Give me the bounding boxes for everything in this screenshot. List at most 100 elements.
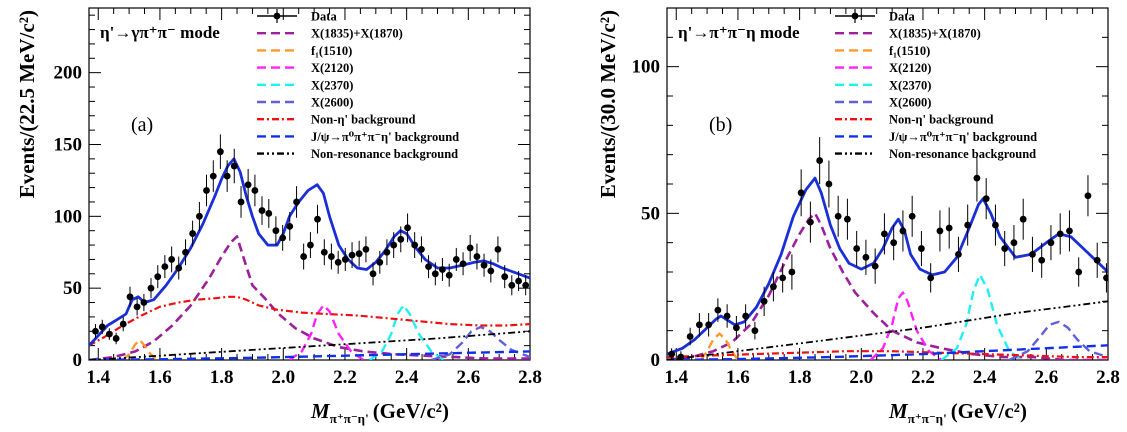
data-point	[723, 312, 731, 320]
x-tick-label: 2.4	[395, 367, 419, 388]
data-point	[668, 350, 676, 358]
data-point	[501, 273, 509, 281]
x-tick-label: 2.4	[973, 367, 997, 388]
legend-swatch-marker	[851, 12, 859, 20]
data-point	[112, 335, 120, 342]
data-point	[714, 306, 722, 314]
x-tick-label: 2.0	[849, 367, 873, 388]
data-point	[1066, 227, 1073, 235]
data-point	[223, 172, 231, 180]
data-point	[973, 174, 981, 182]
data-point	[418, 245, 425, 253]
panel-a: 1.4 1.6 1.8 2.0 2.2 2.4 2.6 2.8 0 50 100 150 200 Mπ⁺π…	[15, 7, 542, 426]
data-point	[404, 224, 411, 232]
legend-label: X(2120)	[889, 61, 931, 75]
legend-label: Non-resonance background	[311, 147, 458, 161]
legend-label: X(2600)	[311, 96, 353, 110]
component-curve	[667, 300, 1108, 360]
panel-label: (b)	[709, 114, 732, 136]
legend-entry: X(2600)	[257, 96, 353, 110]
legend-entry: Non-η' background	[257, 113, 416, 127]
data-point	[825, 180, 833, 188]
data-point	[383, 248, 391, 256]
x-axis-title-unit: (GeV/c²)	[373, 399, 449, 423]
data-point	[133, 303, 141, 311]
data-point	[439, 266, 446, 273]
data-point	[209, 172, 217, 180]
data-point	[508, 281, 516, 289]
data-point	[320, 248, 328, 256]
legend-entry: Data	[835, 9, 915, 24]
x-tick-label: 2.6	[1034, 367, 1058, 388]
legend-swatch-marker	[273, 12, 281, 20]
data-point	[1056, 230, 1064, 238]
legend-label: X(2120)	[311, 61, 353, 75]
y-tick-label: 100	[632, 57, 661, 78]
component-curve	[89, 330, 530, 360]
x-tick-label: 2.2	[333, 367, 357, 388]
data-point	[168, 256, 176, 263]
data-point	[769, 283, 777, 291]
y-tick-label: 0	[73, 350, 83, 371]
legend-entry: X(2370)	[257, 78, 353, 92]
x-tick-label: 1.6	[148, 367, 172, 388]
component-curve	[869, 291, 943, 360]
data-point	[834, 212, 842, 220]
data-point	[473, 253, 481, 260]
data-point	[251, 187, 259, 194]
data-point	[189, 230, 197, 237]
data-point	[751, 327, 759, 335]
data-point	[147, 284, 155, 292]
component-curve	[368, 304, 445, 360]
y-tick-label: 0	[651, 350, 661, 371]
data-point	[732, 324, 740, 332]
x-axis-title-sub: π⁺π⁻η'	[330, 411, 369, 426]
y-tick-label: 100	[54, 206, 83, 227]
x-axis-title-main: M	[888, 399, 909, 423]
legend-entry: J/ψ→π⁰π⁺π⁻η' background	[835, 130, 1037, 144]
legend-label: Non-η' background	[889, 113, 994, 127]
data-point	[515, 277, 522, 285]
data-point	[480, 261, 488, 269]
total-fit-curve	[89, 157, 530, 347]
data-point	[1084, 192, 1092, 200]
component-curve	[89, 350, 530, 360]
x-axis-title: Mπ⁺π⁻η' (GeV/c²)	[310, 399, 449, 426]
data-point	[397, 235, 405, 243]
data-point	[1029, 251, 1036, 258]
data-point	[779, 274, 787, 282]
mode-label: η'→γπ⁺π⁻ mode	[100, 23, 220, 42]
component-curve	[699, 332, 739, 360]
data-point	[1019, 215, 1027, 223]
x-axis-title-unit: (GeV/c²)	[951, 399, 1027, 423]
data-point	[1103, 274, 1108, 282]
data-point	[244, 181, 252, 189]
data-point	[964, 221, 972, 229]
data-point	[348, 251, 356, 259]
data-point	[161, 263, 169, 271]
legend-entry: X(2600)	[835, 96, 931, 110]
data-point	[899, 227, 907, 235]
component-curve	[667, 350, 1108, 359]
data-point	[807, 218, 814, 226]
data-point	[341, 256, 349, 263]
data-point	[300, 253, 308, 260]
data-point	[314, 215, 321, 223]
data-point	[1001, 245, 1009, 252]
data-point	[445, 271, 453, 279]
panel-label: (a)	[131, 114, 153, 136]
data-point	[425, 263, 432, 271]
component-curve	[122, 338, 158, 360]
x-tick-label: 2.0	[271, 367, 295, 388]
plot-frame	[666, 7, 1109, 361]
data-point	[376, 258, 384, 266]
legend-label: Data	[889, 10, 915, 24]
data-point	[881, 230, 888, 238]
component-curve	[89, 235, 530, 360]
data-point	[890, 239, 898, 247]
y-tick-label: 200	[54, 63, 83, 84]
data-point	[862, 253, 870, 261]
legend-entry: X(2120)	[257, 61, 353, 75]
panel-b: 1.4 1.6 1.8 2.0 2.2 2.4 2.6 2.8 0 50 100 Mπ⁺π⁻η' (Ge…	[596, 7, 1120, 426]
